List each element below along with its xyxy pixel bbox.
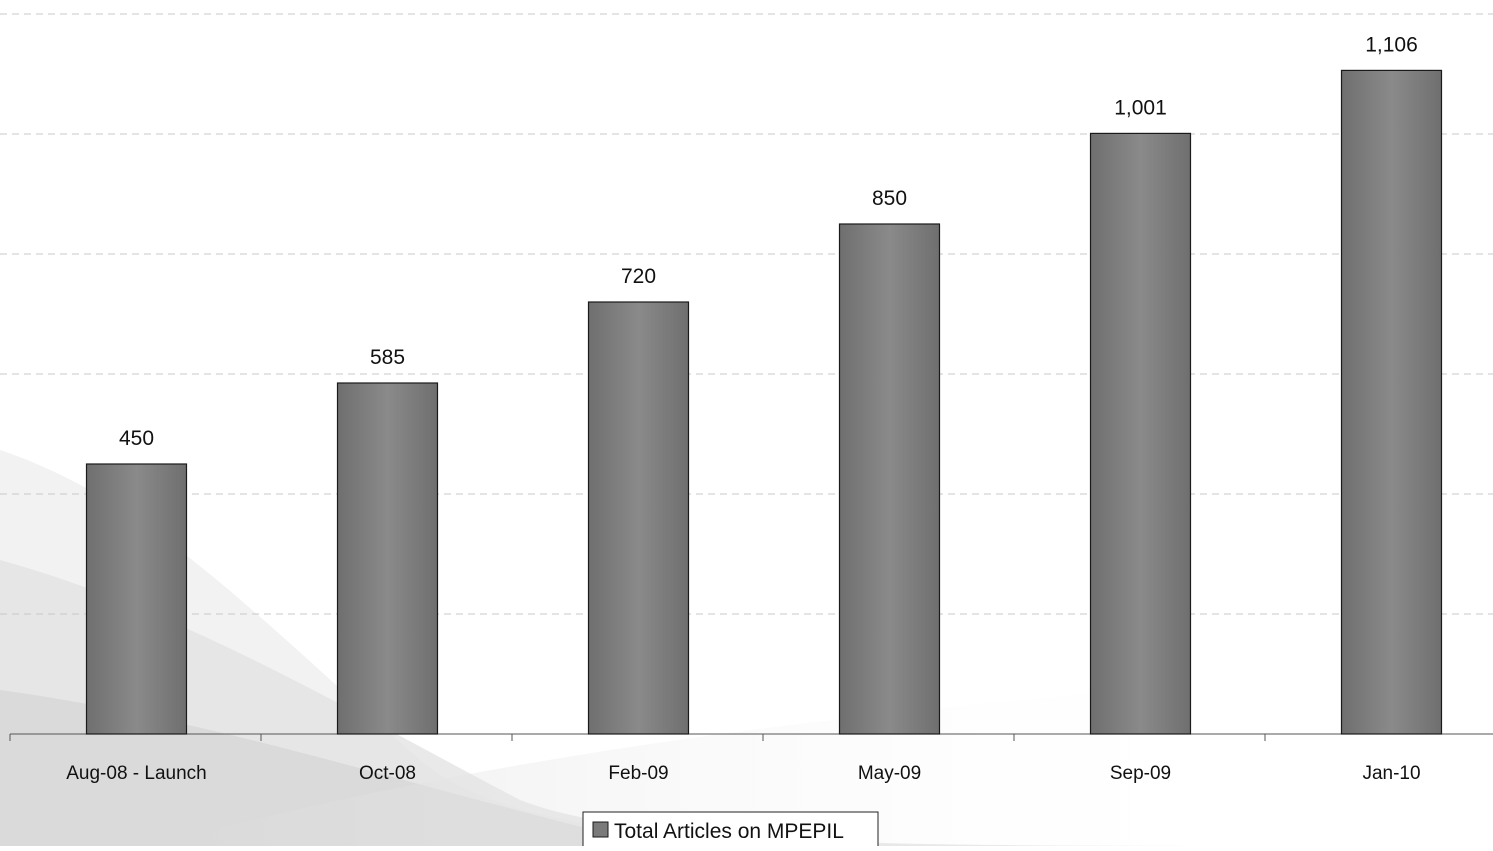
x-axis bbox=[9, 733, 1493, 741]
gridlines bbox=[0, 13, 1493, 615]
bar bbox=[1089, 132, 1192, 735]
x-tick-label: May-09 bbox=[858, 763, 921, 784]
x-tick-label: Jan-10 bbox=[1362, 763, 1420, 784]
bar bbox=[336, 382, 439, 735]
data-labels: 450 585 720 850 1,001 1,106 bbox=[119, 33, 1418, 450]
data-label: 1,106 bbox=[1365, 33, 1418, 56]
legend-swatch bbox=[592, 821, 609, 838]
data-label: 720 bbox=[621, 265, 656, 288]
x-tick-label: Sep-09 bbox=[1110, 763, 1171, 784]
data-label: 850 bbox=[872, 187, 907, 210]
legend: Total Articles on MPEPIL bbox=[582, 811, 879, 849]
data-label: 585 bbox=[370, 346, 405, 369]
bar bbox=[838, 223, 941, 735]
x-tick-label: Feb-09 bbox=[608, 763, 668, 784]
x-tick-label: Aug-08 - Launch bbox=[66, 763, 207, 784]
bars bbox=[85, 69, 1443, 735]
bar bbox=[85, 463, 188, 735]
bar bbox=[587, 301, 690, 735]
data-label: 1,001 bbox=[1114, 96, 1167, 119]
x-tick-labels: Aug-08 - Launch Oct-08 Feb-09 May-09 Sep-09 J… bbox=[66, 763, 1420, 784]
data-label: 450 bbox=[119, 427, 154, 450]
x-tick-label: Oct-08 bbox=[359, 763, 416, 784]
legend-box bbox=[582, 811, 879, 849]
legend-label: Total Articles on MPEPIL bbox=[614, 820, 844, 843]
bar bbox=[1340, 69, 1443, 735]
